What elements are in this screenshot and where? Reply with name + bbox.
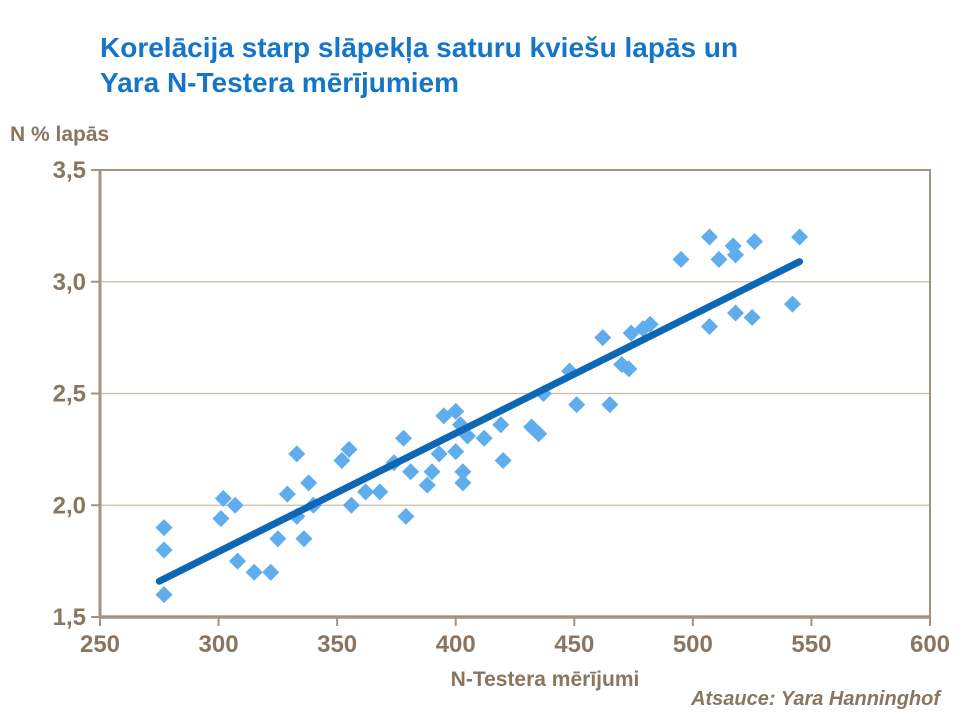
data-point (278, 485, 296, 503)
data-point (672, 250, 690, 268)
data-point (342, 496, 360, 514)
data-point (262, 563, 280, 581)
data-point (475, 429, 493, 447)
data-point (402, 463, 420, 481)
data-point (214, 490, 232, 508)
x-tick-label: 250 (80, 631, 120, 658)
data-point (530, 425, 548, 443)
data-point (641, 315, 659, 333)
data-point (700, 228, 718, 246)
data-point (594, 329, 612, 347)
y-axis-title: N % lapās (10, 123, 110, 146)
data-point (454, 474, 472, 492)
data-point (727, 246, 745, 264)
data-point (288, 445, 306, 463)
data-point (746, 233, 764, 251)
data-point (340, 440, 358, 458)
data-point (494, 452, 512, 470)
x-axis-title: N-Testera mērījumi (450, 668, 640, 691)
data-point (395, 429, 413, 447)
y-tick-label: 1,5 (53, 604, 86, 631)
x-tick-label: 450 (554, 631, 594, 658)
data-point (620, 360, 638, 378)
data-point (155, 519, 173, 537)
x-tick-label: 500 (673, 631, 713, 658)
x-tick-label: 350 (317, 631, 357, 658)
data-point (229, 552, 247, 570)
data-point (743, 309, 761, 327)
data-point (155, 586, 173, 604)
y-tick-label: 3,5 (53, 157, 86, 184)
y-tick-label: 2,5 (53, 381, 86, 408)
data-point (710, 250, 728, 268)
data-point (783, 295, 801, 313)
chart-title-line-2: Yara N-Testera mērījumiem (100, 67, 459, 98)
x-tick-label: 400 (436, 631, 476, 658)
data-point (397, 507, 415, 525)
data-point (155, 541, 173, 559)
data-point (333, 452, 351, 470)
chart-title-line-1: Korelācija starp slāpekļa saturu kviešu … (100, 32, 739, 63)
data-point (300, 474, 318, 492)
data-point (447, 443, 465, 461)
data-point (700, 317, 718, 335)
source-note: Atsauce: Yara Hanninghof (691, 688, 940, 710)
data-point (371, 483, 389, 501)
data-point (212, 510, 230, 528)
x-tick-label: 300 (199, 631, 239, 658)
data-point (447, 402, 465, 420)
x-tick-label: 600 (910, 631, 950, 658)
data-point (568, 396, 586, 414)
data-point (245, 563, 263, 581)
data-point (269, 530, 287, 548)
data-point (430, 445, 448, 463)
data-point (601, 396, 619, 414)
data-point (492, 416, 510, 434)
x-tick-label: 550 (791, 631, 831, 658)
trend-line (155, 258, 804, 585)
chart-title: Korelācija starp slāpekļa saturu kviešu … (100, 30, 900, 100)
data-point (423, 463, 441, 481)
y-tick-label: 2,0 (53, 492, 86, 519)
data-point (791, 228, 809, 246)
data-point (357, 483, 375, 501)
data-point (418, 476, 436, 494)
data-point (226, 496, 244, 514)
data-point (454, 463, 472, 481)
data-point (727, 304, 745, 322)
y-tick-label: 3,0 (53, 269, 86, 296)
data-point (295, 530, 313, 548)
